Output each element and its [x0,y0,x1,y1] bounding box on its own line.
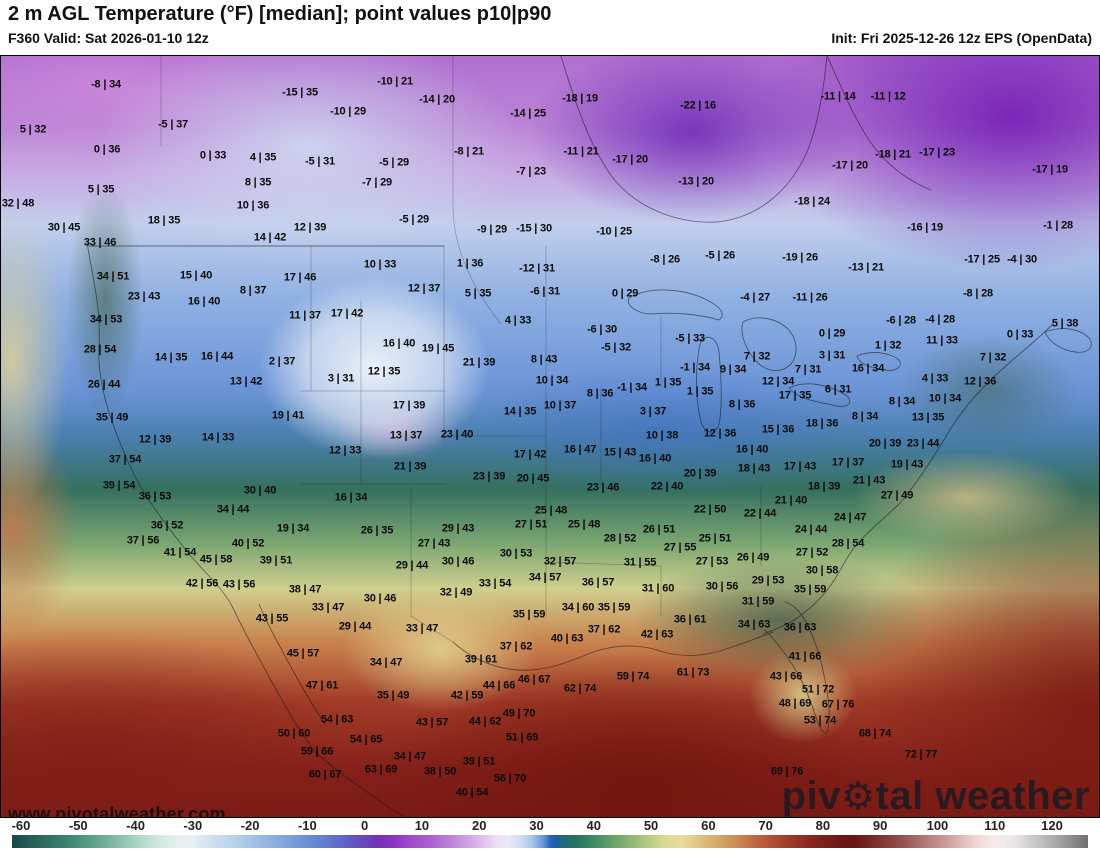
brand-logo: piv⚙tal weather [782,774,1090,819]
colorbar-tick-label: -30 [183,818,203,833]
colorbar-tick-label: 50 [643,818,659,833]
colorbar-tick-label: 120 [1041,818,1063,833]
map-borders [86,56,1092,817]
colorbar-tick-label: 100 [926,818,949,833]
colorbar-tick-label: -20 [240,818,260,833]
valid-time-label: F360 Valid: Sat 2026-01-10 12z [8,30,209,46]
page-title: 2 m AGL Temperature (°F) [median]; point… [8,3,552,25]
colorbar-tick-label: 70 [758,818,773,833]
map-canvas [0,55,1100,818]
title-bar: 2 m AGL Temperature (°F) [median]; point… [0,0,1100,55]
init-time-label: Init: Fri 2025-12-26 12z EPS (OpenData) [831,30,1092,46]
colorbar-tick-label: -50 [68,818,88,833]
colorbar-ticks: -60 -50 -40 -30 -20 -10 0 10 20 30 40 50 60 70 80 90 100… [0,819,1100,833]
colorbar-tick-label: 90 [872,818,888,833]
colorbar-tick-label: 110 [984,818,1006,833]
brand-logo-suffix: tal weather [875,774,1090,818]
colorbar-tick-label: -40 [126,818,145,833]
colorbar-tick-label: 30 [529,818,544,833]
brand-logo-prefix: piv [781,774,841,818]
colorbar-tick-label: 20 [471,818,487,833]
colorbar-tick-label: -60 [11,818,31,833]
gear-icon: ⚙ [840,774,876,818]
colorbar-gradient [12,835,1088,848]
colorbar-tick-label: 40 [586,818,601,833]
colorbar-tick-label: 80 [815,818,831,833]
colorbar-tick-label: 10 [414,818,430,833]
colorbar-tick-label: 60 [701,818,716,833]
colorbar-tick-label: 0 [361,818,369,833]
colorbar: -60 -50 -40 -30 -20 -10 0 10 20 30 40 50 60 70 80 90 100… [0,818,1100,850]
colorbar-tick-label: -10 [297,818,317,833]
